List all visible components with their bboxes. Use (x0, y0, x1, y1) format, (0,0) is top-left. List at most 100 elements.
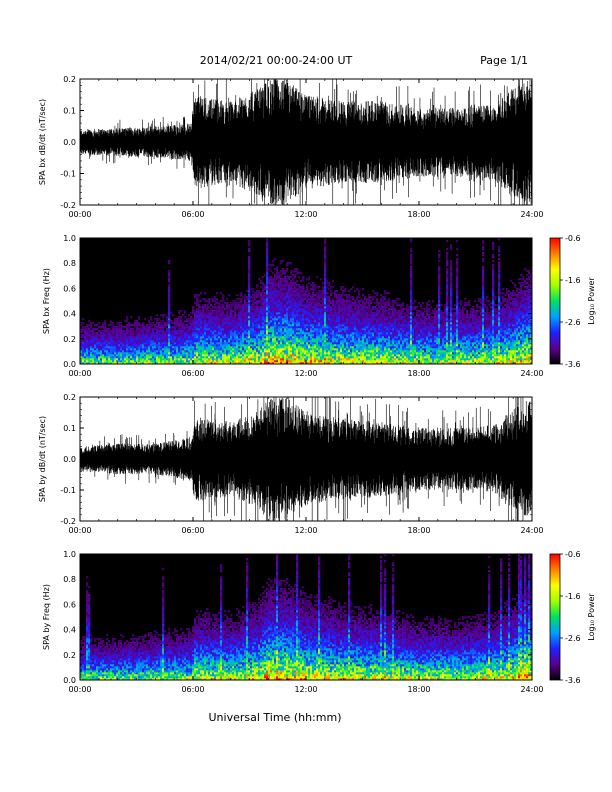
spectrogram-cell (302, 300, 305, 303)
spectrogram-cell (296, 308, 299, 311)
spectrogram-cell (300, 306, 303, 309)
spectrogram-cell (88, 328, 91, 331)
spectrogram-cell (216, 338, 219, 341)
spectrogram-cell (280, 308, 283, 311)
spectrogram-cell (150, 316, 153, 319)
spectrogram-cell (354, 290, 357, 293)
spectrogram-cell (228, 318, 231, 321)
spectrogram-cell (278, 356, 281, 359)
spectrogram-cell (82, 318, 85, 321)
spectrogram-cell (340, 310, 343, 313)
spectrogram-cell (212, 312, 215, 315)
spectrogram-cell (274, 300, 277, 303)
spectrogram-cell (192, 344, 195, 347)
spectrogram-cell (166, 340, 169, 343)
spectrogram-cell (274, 298, 277, 301)
spectrogram-cell (288, 330, 291, 333)
spectrogram-cell (252, 294, 255, 297)
spectrogram-cell (326, 340, 329, 343)
spectrogram-cell (378, 340, 381, 343)
spectrogram-cell (102, 354, 105, 357)
spectrogram-cell (136, 320, 139, 323)
spectrogram-cell (268, 342, 271, 345)
spectrogram-cell (284, 302, 287, 305)
spectrogram-cell (356, 298, 359, 301)
spectrogram-cell (92, 328, 95, 331)
spectrogram-cell (356, 334, 359, 337)
spectrogram-cell (350, 320, 353, 323)
spectrogram-cell (284, 326, 287, 329)
spectrogram-cell (308, 346, 311, 349)
spectrogram-cell (88, 320, 91, 323)
spectrogram-cell (324, 310, 327, 313)
spectrogram-cell (114, 354, 117, 357)
spectrogram-cell (116, 346, 119, 349)
spectrogram-cell (346, 302, 349, 305)
spectrogram-cell (302, 304, 305, 307)
spectrogram-cell (92, 346, 95, 349)
spectrogram-cell (194, 362, 197, 365)
spectrogram-cell (292, 274, 295, 277)
spectrogram-cell (220, 344, 223, 347)
spectrogram-cell (366, 338, 369, 341)
spectrogram-cell (176, 350, 179, 353)
spectrogram-cell (306, 294, 309, 297)
spectrogram-cell (344, 338, 347, 341)
spectrogram-cell (104, 328, 107, 331)
spectrogram-cell (246, 318, 249, 321)
panel-bx-timeseries: 00:00 06:00 12:00 18:00 24:000.20.10.0-0.1-0… (38, 75, 544, 219)
spectrogram-cell (370, 362, 373, 365)
spectrogram-cell (294, 350, 297, 353)
spectrogram-cell (178, 336, 181, 339)
spectrogram-cell (220, 348, 223, 351)
spectrogram-cell (230, 344, 233, 347)
spectrogram-cell (240, 326, 243, 329)
spectrogram-cell (254, 362, 257, 365)
spectrogram-cell (112, 340, 115, 343)
spectrogram-cell (260, 344, 263, 347)
spectrogram-cell (314, 338, 317, 341)
spectrogram-cell (212, 362, 215, 365)
spectrogram-cell (120, 358, 123, 361)
spectrogram-cell (252, 348, 255, 351)
spectrogram-cell (266, 320, 269, 323)
spectrogram-cell (386, 302, 389, 305)
spectrogram-cell (268, 356, 271, 359)
x-tick-label: 18:00 (407, 210, 430, 219)
spectrogram-cell (310, 324, 313, 327)
spectrogram-cell (184, 350, 187, 353)
spectrogram-cell (96, 362, 99, 365)
spectrogram-cell (330, 318, 333, 321)
spectrogram-cell (154, 348, 157, 351)
spectrogram-cell (154, 332, 157, 335)
spectrogram-cell (226, 338, 229, 341)
spectrogram-cell (316, 342, 319, 345)
spectrogram-cell (284, 272, 287, 275)
spectrogram-cell (246, 312, 249, 315)
spectrogram-cell (208, 314, 211, 317)
spectrogram-cell (374, 312, 377, 315)
spectrogram-cell (334, 292, 337, 295)
spectrogram-cell (324, 360, 327, 363)
spectrogram-cell (254, 294, 257, 297)
spectrogram-cell (342, 340, 345, 343)
spectrogram-cell (292, 288, 295, 291)
spectrogram-cell (320, 330, 323, 333)
spectrogram-cell (254, 330, 257, 333)
spectrogram-cell (120, 344, 123, 347)
spectrogram-cell (320, 312, 323, 315)
spectrogram-cell (192, 354, 195, 357)
spectrogram-cell (282, 336, 285, 339)
spectrogram-cell (80, 346, 83, 349)
spectrogram-cell (364, 302, 367, 305)
spectrogram-cell (316, 316, 319, 319)
spectrogram-cell (176, 340, 179, 343)
spectrogram-cell (162, 328, 165, 331)
spectrogram-cell (268, 358, 271, 361)
spectrogram-cell (328, 334, 331, 337)
spectrogram-cell (156, 314, 159, 317)
spectrogram-cell (366, 354, 369, 357)
spectrogram-cell (134, 348, 137, 351)
spectrogram-cell (306, 332, 309, 335)
spectrogram-cell (280, 348, 283, 351)
